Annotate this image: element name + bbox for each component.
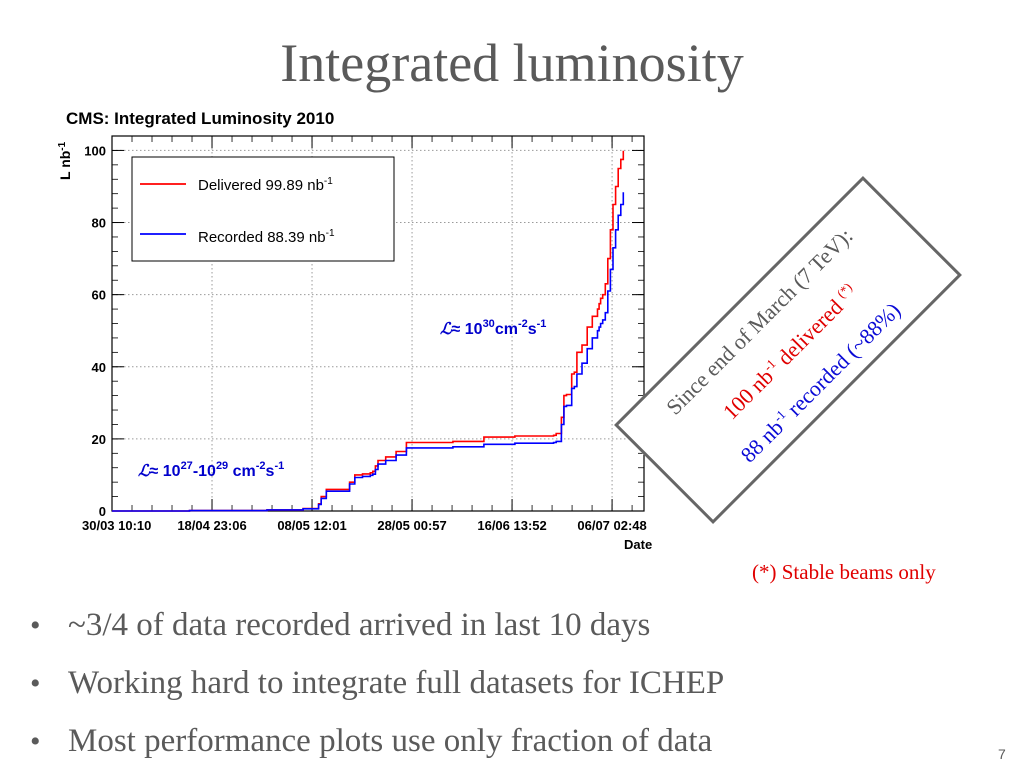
legend-label-delivered: Delivered 99.89 nb-1: [198, 176, 333, 194]
x-tick-label: 28/05 00:57: [377, 518, 446, 533]
legend-box: [131, 156, 395, 262]
y-tick-labels: 0 20 40 60 80 100: [84, 143, 106, 519]
y-tick-label: 0: [99, 504, 106, 519]
x-tick-label: 16/06 13:52: [477, 518, 546, 533]
chart-svg: CMS: Integrated Luminosity 2010 0 20 40 60 8…: [57, 109, 652, 552]
bullet-item: • Working hard to integrate full datasets…: [30, 658, 724, 716]
y-tick-label: 60: [92, 288, 106, 303]
bullet-item: • ~3/4 of data recorded arrived in last 1…: [30, 600, 724, 658]
bullet-item: • Most performance plots use only fractio…: [30, 716, 724, 774]
y-tick-label: 20: [92, 432, 106, 447]
series-line-delivered: [112, 150, 625, 512]
bullet-list: • ~3/4 of data recorded arrived in last 1…: [30, 600, 724, 774]
y-tick-label: 40: [92, 360, 106, 375]
bullet-dot-icon: •: [30, 725, 41, 758]
bullet-dot-icon: •: [30, 609, 41, 642]
x-tick-labels: 30/03 10:10 18/04 23:06 08/05 12:01 28/05 0…: [82, 518, 647, 533]
luminosity-chart: CMS: Integrated Luminosity 2010 0 20 40 60 8…: [56, 104, 708, 554]
legend: Delivered 99.89 nb-1 Recorded 88.39 nb-1: [131, 156, 395, 262]
y-tick-label: 80: [92, 216, 106, 231]
page-number: 7: [998, 746, 1006, 762]
slide-title: Integrated luminosity: [280, 33, 744, 93]
annotation-high-luminosity: ℒ≈ 1030cm-2s-1: [440, 318, 546, 338]
series-line-recorded: [112, 192, 625, 512]
x-tick-label: 06/07 02:48: [577, 518, 646, 533]
footnote: (*) Stable beams only: [752, 560, 936, 584]
bullet-dot-icon: •: [30, 667, 41, 700]
annotation-low-luminosity: ℒ≈ 1027-1029 cm-2s-1: [138, 460, 284, 480]
chart-title: CMS: Integrated Luminosity 2010: [66, 109, 334, 128]
legend-label-recorded: Recorded 88.39 nb-1: [198, 228, 335, 246]
x-tick-label: 18/04 23:06: [177, 518, 246, 533]
x-tick-label: 08/05 12:01: [277, 518, 346, 533]
x-tick-label: 30/03 10:10: [82, 518, 151, 533]
x-axis-label: Date: [624, 537, 652, 552]
y-axis-label: L nb-1: [57, 141, 73, 180]
y-tick-label: 100: [84, 143, 106, 158]
